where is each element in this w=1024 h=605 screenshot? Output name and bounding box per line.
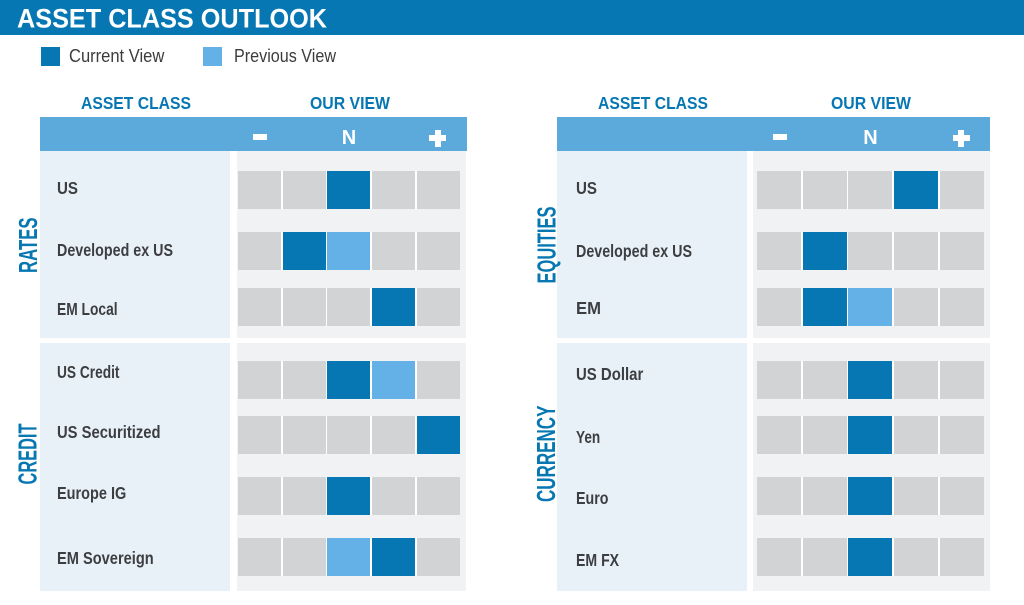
svg-text:US Securitized: US Securitized <box>57 422 161 442</box>
svg-text:Developed ex US: Developed ex US <box>576 241 692 261</box>
svg-text:EM FX: EM FX <box>576 550 619 570</box>
svg-text:CREDIT: CREDIT <box>13 423 43 484</box>
svg-text:EM: EM <box>576 298 601 318</box>
svg-text:Euro: Euro <box>576 488 609 508</box>
svg-text:ASSET CLASS: ASSET CLASS <box>598 93 708 113</box>
svg-text:US Credit: US Credit <box>57 362 120 382</box>
svg-text:EQUITIES: EQUITIES <box>532 206 562 283</box>
svg-text:US: US <box>576 178 597 198</box>
svg-text:Yen: Yen <box>576 427 600 447</box>
svg-text:EM Local: EM Local <box>57 299 118 319</box>
svg-text:Previous View: Previous View <box>234 46 337 66</box>
svg-text:CURRENCY: CURRENCY <box>531 406 561 503</box>
svg-text:ASSET CLASS OUTLOOK: ASSET CLASS OUTLOOK <box>17 4 327 34</box>
svg-text:EM Sovereign: EM Sovereign <box>57 548 154 568</box>
svg-text:US: US <box>57 178 78 198</box>
svg-text:OUR VIEW: OUR VIEW <box>310 93 390 113</box>
svg-text:Europe IG: Europe IG <box>57 483 126 503</box>
svg-text:Developed ex US: Developed ex US <box>57 240 173 260</box>
svg-text:ASSET CLASS: ASSET CLASS <box>81 93 191 113</box>
svg-text:Current View: Current View <box>69 46 165 66</box>
svg-text:US Dollar: US Dollar <box>576 364 643 384</box>
svg-text:OUR VIEW: OUR VIEW <box>831 93 911 113</box>
svg-text:RATES: RATES <box>13 217 43 273</box>
